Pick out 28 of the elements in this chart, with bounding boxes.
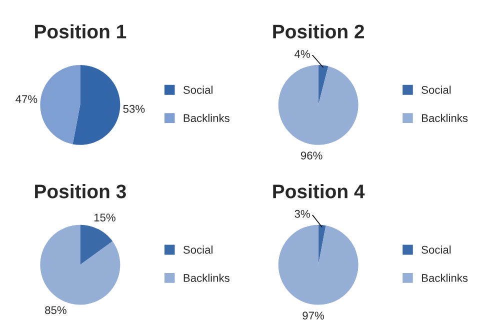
legend-label: Social <box>183 246 212 254</box>
chart-title: Position 2 <box>273 24 364 38</box>
chart-title: Position 4 <box>273 184 365 198</box>
pie-slice <box>318 64 328 105</box>
data-label: 96% <box>300 152 322 160</box>
legend-label: Backlinks <box>184 274 230 282</box>
chart-title: Position 3 <box>35 184 126 198</box>
chart-title: Position 1 <box>35 24 126 38</box>
legend-label: Social <box>422 86 451 94</box>
legend-label: Backlinks <box>422 274 468 282</box>
pie-slice <box>278 64 358 145</box>
data-label: 85% <box>45 306 66 314</box>
pie-slice <box>40 224 120 305</box>
data-label: 15% <box>94 214 116 222</box>
data-label: 53% <box>123 104 145 113</box>
pie-slice <box>72 64 120 145</box>
legend-label: Social <box>422 246 451 254</box>
pie-slice <box>278 224 358 305</box>
data-label: 4% <box>294 50 310 58</box>
pie-slice <box>318 224 326 265</box>
data-label: 47% <box>16 95 38 103</box>
legend-label: Backlinks <box>422 114 468 122</box>
legend-label: Backlinks <box>184 114 230 122</box>
legend-label: Social <box>183 86 212 94</box>
data-label: 97% <box>302 312 324 320</box>
pie-slice <box>40 64 80 144</box>
data-label: 3% <box>294 210 310 218</box>
pie-slice <box>80 224 113 265</box>
